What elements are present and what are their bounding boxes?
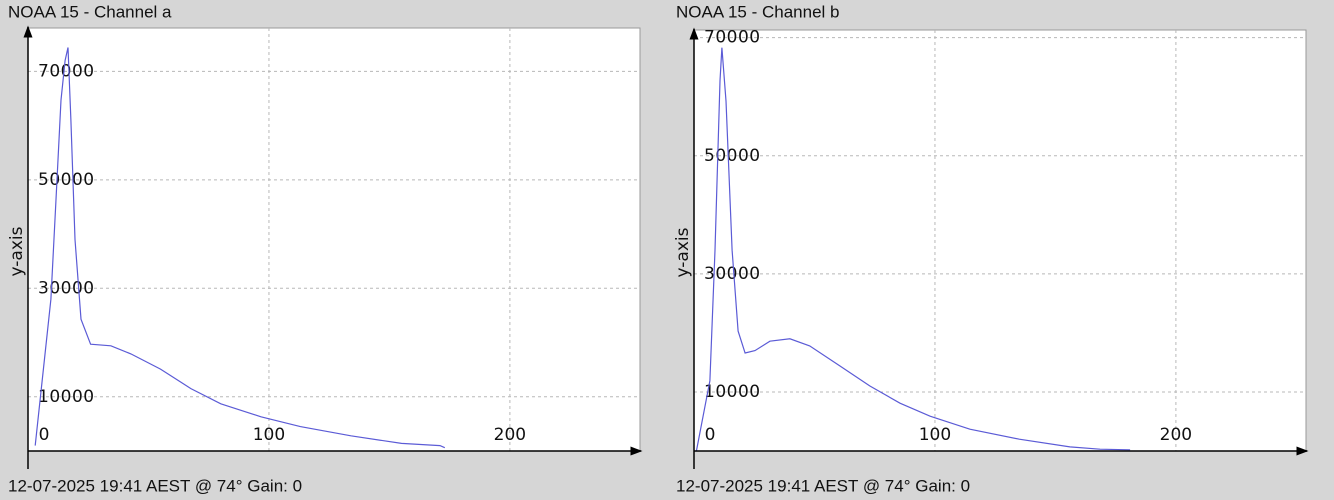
y-tick-label: 70000 — [704, 28, 761, 48]
x-tick-label: 200 — [494, 425, 526, 445]
x-tick-label: 100 — [919, 425, 951, 445]
data-line — [695, 47, 1131, 452]
chart-panel: NOAA 15 - Channel a 10000 30000 50000 70000 0… — [7, 2, 643, 495]
y-tick-label: 50000 — [38, 170, 95, 190]
x-tick-label: 200 — [1160, 425, 1192, 445]
y-tick-label: 70000 — [38, 61, 95, 81]
y-tick-label: 30000 — [704, 264, 761, 284]
x-tick-label: 0 — [705, 425, 716, 445]
y-tick-label: 10000 — [38, 387, 95, 407]
x-tick-label: 0 — [39, 425, 50, 445]
y-axis-label: y-axis — [7, 226, 27, 276]
chart-title: NOAA 15 - Channel a — [8, 2, 172, 21]
plot-area — [27, 27, 641, 452]
y-tick-label: 50000 — [704, 146, 761, 166]
footer-status: 12-07-2025 19:41 AEST @ 74° Gain: 0 — [8, 476, 302, 495]
y-tick-label: 30000 — [38, 278, 95, 298]
x-tick-label: 100 — [253, 425, 285, 445]
chart-title: NOAA 15 - Channel b — [676, 2, 839, 21]
footer-status: 12-07-2025 19:41 AEST @ 74° Gain: 0 — [676, 476, 970, 495]
chart-panel: NOAA 15 - Channel b 10000 30000 50000 70000 0… — [673, 2, 1309, 495]
y-axis-label: y-axis — [673, 227, 693, 277]
plot-area — [693, 29, 1307, 452]
y-tick-label: 10000 — [704, 382, 761, 402]
data-line — [34, 47, 446, 449]
